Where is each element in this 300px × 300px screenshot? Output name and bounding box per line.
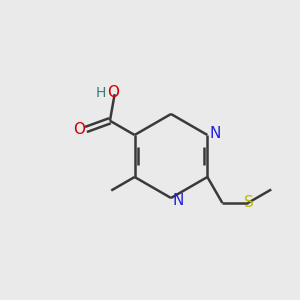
Text: S: S <box>244 195 254 210</box>
Text: N: N <box>173 193 184 208</box>
Text: O: O <box>107 85 119 100</box>
Text: O: O <box>74 122 86 137</box>
Text: H: H <box>96 86 106 100</box>
Text: N: N <box>209 126 220 141</box>
